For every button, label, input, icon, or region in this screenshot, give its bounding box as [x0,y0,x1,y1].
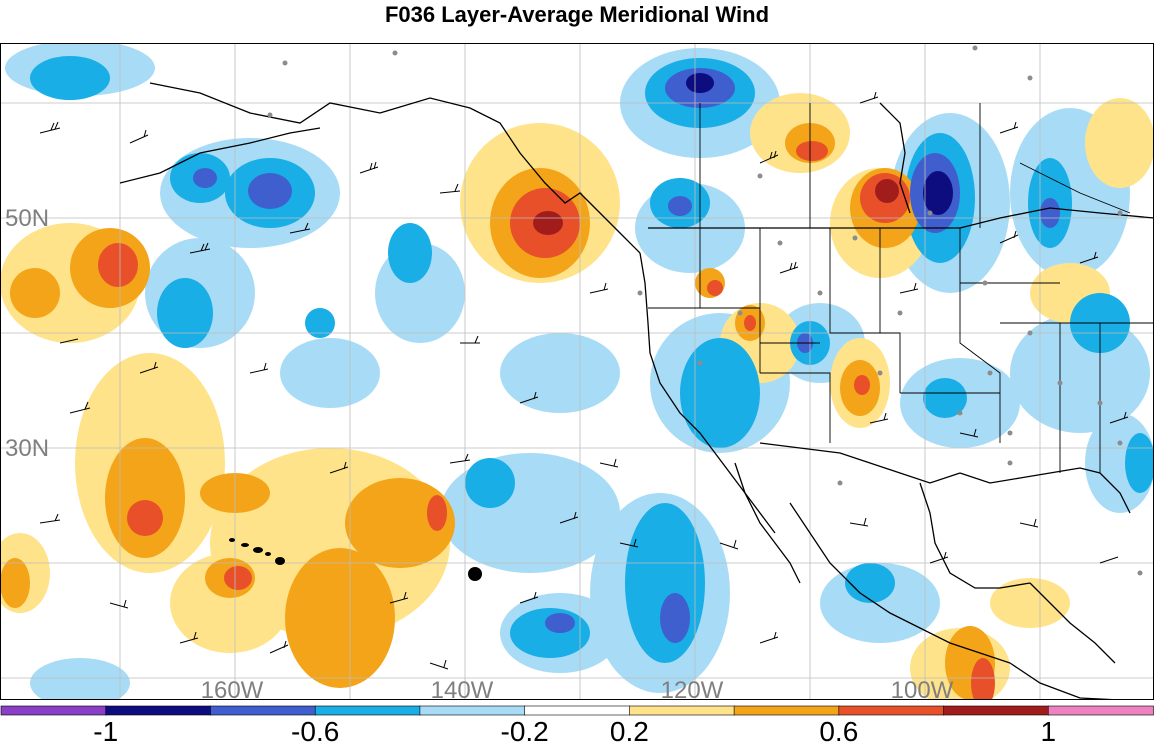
lon-label-100w: 100W [891,677,954,700]
colorbar-segment [629,705,735,716]
wind-barbs [39,91,1129,670]
station-dots [267,45,1143,576]
colorbar-segment [524,705,631,716]
colorbar-segment [943,705,1050,716]
colorbar: -1 -0.6 -0.2 0.2 0.6 1 [0,705,1154,743]
colorbar-tick-label: -1 [93,716,118,743]
colorbar-segments [0,705,1154,716]
lat-lon-grid [0,43,1154,700]
colorbar-segment [210,705,316,716]
lon-label-140w: 140W [431,677,494,700]
colorbar-tick-label: -0.2 [501,716,549,743]
lat-label-50n: 50N [5,205,49,232]
colorbar-labels: -1 -0.6 -0.2 0.2 0.6 1 [93,716,1056,743]
map-title: F036 Layer-Average Meridional Wind [384,2,770,27]
hawaii-islands [229,538,285,565]
coastlines [119,82,1154,700]
lon-label-160w: 160W [201,677,264,700]
colorbar-segment [0,705,107,716]
colorbar-tick-label: 0.6 [819,716,858,743]
colorbar-segment [733,705,840,716]
colorbar-segment [838,705,945,716]
colorbar-tick-label: 1 [1040,716,1056,743]
colorbar-tick-label: -0.6 [291,716,339,743]
colorbar-tick-label: 0.2 [610,716,649,743]
colorbar-segment [105,705,212,716]
lat-label-30n: 30N [5,435,49,462]
colorbar-segment [1047,705,1154,716]
colorbar-segment [419,705,526,716]
lon-label-120w: 120W [661,677,724,700]
state-borders [648,103,1154,473]
colorbar-segment [314,705,421,716]
wind-contour-shading [0,43,1154,700]
meridional-wind-map: 50N 30N 160W 140W 120W 100W [0,43,1154,700]
location-marker [468,567,482,581]
